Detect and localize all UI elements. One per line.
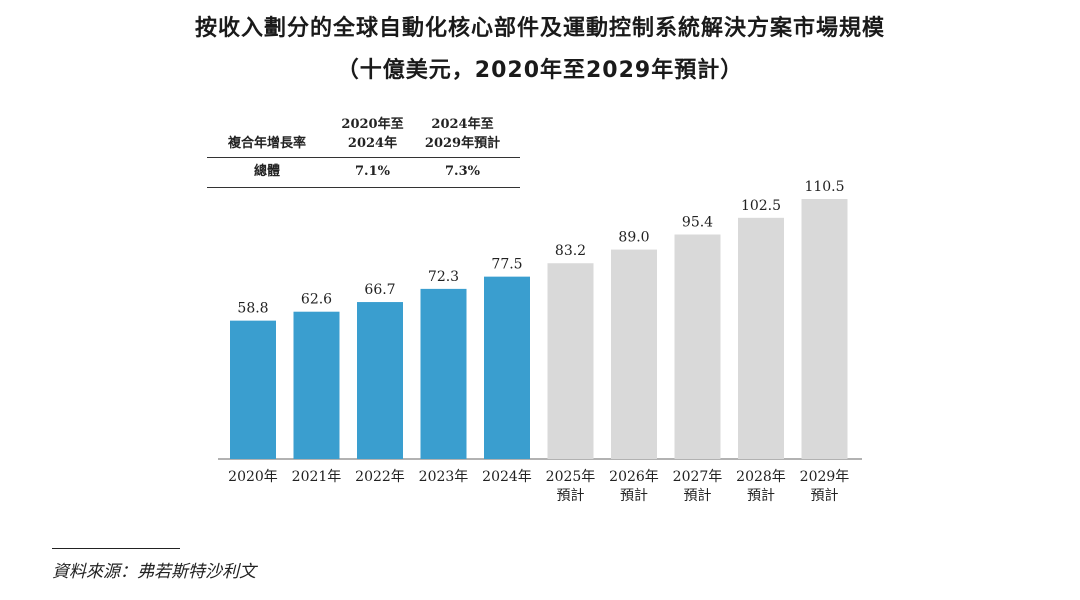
x-tick-label-3: 2023年 xyxy=(419,469,469,485)
data-label-3: 72.3 xyxy=(428,269,459,285)
x-tick-label-2: 2022年 xyxy=(355,469,405,485)
bar-6 xyxy=(611,249,657,459)
data-label-0: 58.8 xyxy=(237,301,268,317)
cagr-total-label: 總體 xyxy=(253,164,280,179)
bar-1 xyxy=(293,311,340,459)
cagr-col1-header-line1: 2020年至 xyxy=(341,117,404,132)
data-label-9: 110.5 xyxy=(804,179,844,195)
cagr-row-label: 複合年增長率 xyxy=(227,136,306,151)
x-tick-label-1: 2021年 xyxy=(292,469,342,485)
x-tick-label-7: 2027年 xyxy=(673,469,723,485)
cagr-bottom-rule xyxy=(207,187,520,188)
x-tick-label-5: 2025年 xyxy=(546,469,596,485)
cagr-total-col1: 7.1% xyxy=(355,164,390,179)
bar-4 xyxy=(484,276,530,459)
bar-2 xyxy=(357,302,403,459)
bar-0 xyxy=(230,320,276,459)
source-rule xyxy=(52,548,180,549)
x-tick-label-8: 2028年 xyxy=(736,469,786,485)
cagr-total-col2: 7.3% xyxy=(445,164,480,179)
data-label-6: 89.0 xyxy=(618,230,649,246)
x-tick-label-8-line2: 預計 xyxy=(747,488,775,504)
cagr-divider xyxy=(207,157,520,158)
x-tick-label-0: 2020年 xyxy=(228,469,278,485)
cagr-col1-header-line2: 2024年 xyxy=(347,136,398,151)
cagr-col2-header-line2: 2029年預計 xyxy=(424,136,501,151)
chart-title: 按收入劃分的全球自動化核心部件及運動控制系統解決方案市場規模 xyxy=(194,16,885,41)
bar-8 xyxy=(738,217,784,459)
x-tick-label-5-line2: 預計 xyxy=(557,488,585,504)
x-tick-label-7-line2: 預計 xyxy=(684,488,712,504)
source-note: 資料來源：弗若斯特沙利文 xyxy=(52,562,256,582)
bar-7 xyxy=(674,234,721,459)
bar-9 xyxy=(801,198,848,459)
chart-subtitle: （十億美元，2020年至2029年預計） xyxy=(336,58,744,83)
data-label-5: 83.2 xyxy=(555,243,586,259)
bar-3 xyxy=(420,288,467,459)
x-tick-label-6: 2026年 xyxy=(609,469,659,485)
cagr-col2-header: 2024年至 2029年預計 xyxy=(410,115,515,153)
data-label-2: 66.7 xyxy=(364,282,395,298)
x-tick-label-6-line2: 預計 xyxy=(620,488,648,504)
x-tick-label-9-line2: 預計 xyxy=(811,488,839,504)
cagr-col2-header-line1: 2024年至 xyxy=(431,117,494,132)
data-label-7: 95.4 xyxy=(682,215,713,231)
data-label-8: 102.5 xyxy=(741,198,781,214)
bar-5 xyxy=(547,263,594,459)
x-tick-label-4: 2024年 xyxy=(482,469,532,485)
data-label-4: 77.5 xyxy=(491,257,522,273)
x-tick-label-9: 2029年 xyxy=(800,469,850,485)
data-label-1: 62.6 xyxy=(301,292,332,308)
cagr-col1-header: 2020年至 2024年 xyxy=(325,115,420,153)
